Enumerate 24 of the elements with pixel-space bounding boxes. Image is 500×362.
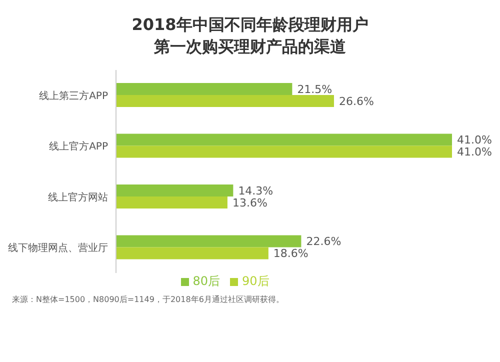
legend-label: 80后: [192, 274, 220, 288]
bar: [116, 134, 452, 146]
bar: [116, 247, 268, 260]
data-label: 13.6%: [232, 196, 268, 210]
y-tick-label: 线上第三方APP: [39, 90, 108, 102]
y-tick-label: 线下物理网点、营业厅: [8, 242, 108, 254]
chart-title: 2018年中国不同年龄段理财用户第一次购买理财产品的渠道: [130, 14, 370, 58]
data-label: 22.6%: [306, 235, 342, 248]
bar: [116, 196, 228, 208]
y-tick-label: 线上官方网站: [48, 191, 108, 204]
bar: [116, 83, 292, 95]
source-note: 来源：N整体=1500，N8090后=1149，于2018年6月通过社区调研获得。: [11, 294, 285, 305]
legend-label: 90后: [242, 274, 270, 288]
data-label: 26.6%: [338, 94, 374, 108]
data-label: 21.5%: [297, 82, 332, 96]
bar: [116, 184, 234, 196]
bar: [116, 235, 302, 248]
bar: [116, 95, 334, 107]
data-label: 18.6%: [273, 247, 308, 260]
data-label: 14.3%: [238, 184, 274, 198]
y-tick-label: 线上官方APP: [49, 140, 108, 153]
data-label: 41.0%: [457, 134, 492, 147]
bar: [116, 146, 452, 158]
data-label: 41.0%: [457, 146, 492, 159]
